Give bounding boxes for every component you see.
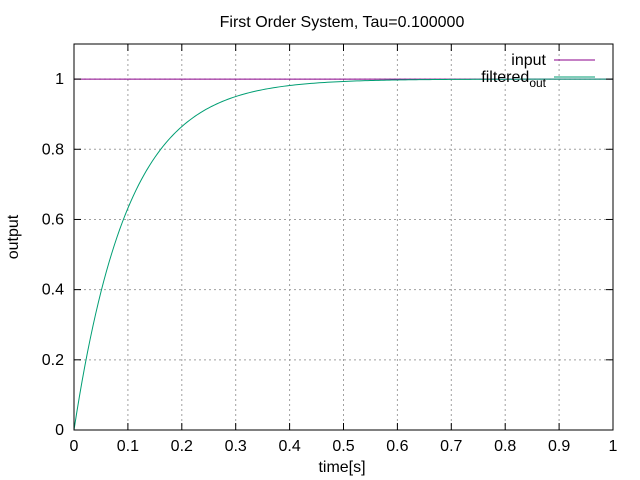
x-tick-label: 0.1 (117, 438, 139, 455)
legend-label: input (511, 52, 546, 69)
y-tick-label: 0.8 (42, 141, 64, 158)
series-line-filtered (73, 78, 613, 431)
y-tick-label: 0.6 (42, 211, 64, 228)
x-tick-label: 0.2 (171, 438, 193, 455)
chart-title: First Order System, Tau=0.100000 (220, 14, 465, 31)
x-tick-label: 0.8 (494, 438, 516, 455)
x-tick-label: 0.3 (225, 438, 247, 455)
series-lines (73, 78, 613, 431)
grid (74, 44, 613, 430)
x-tick-label: 0.7 (440, 438, 462, 455)
y-tick-label: 0.4 (42, 282, 64, 299)
legend-label: filteredout (481, 69, 546, 90)
y-axis-label: output (5, 214, 22, 259)
x-tick-label: 0.9 (548, 438, 570, 455)
x-tick-label: 1 (609, 438, 618, 455)
y-tick-label: 0 (55, 422, 64, 439)
x-tick-label: 0.6 (386, 438, 408, 455)
y-tick-label: 0.2 (42, 352, 64, 369)
y-axis: 0 0.2 0.4 0.6 0.8 1 (42, 71, 613, 439)
plot-frame (73, 43, 614, 431)
x-tick-label: 0.5 (332, 438, 354, 455)
x-axis: 0 0.1 0.2 0.3 0.4 0.5 0.6 0.7 0.8 0.9 1 (70, 44, 618, 455)
x-axis-label: time[s] (318, 459, 365, 476)
x-tick-label: 0 (70, 438, 79, 455)
x-tick-label: 0.4 (278, 438, 300, 455)
y-tick-label: 1 (55, 71, 64, 88)
